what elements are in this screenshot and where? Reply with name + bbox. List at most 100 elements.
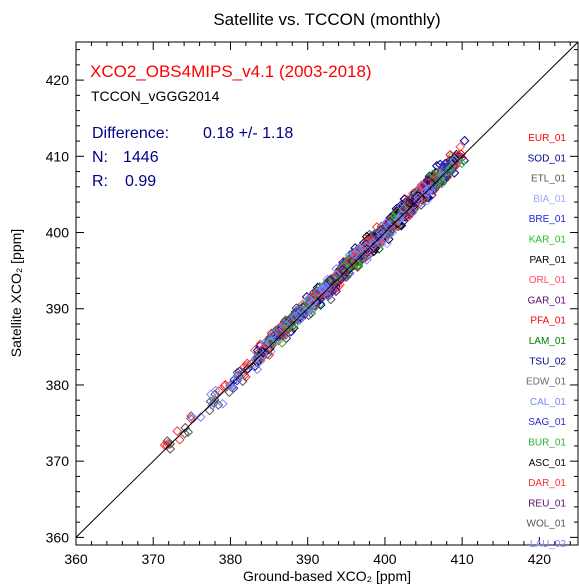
- point-lau_02: [195, 412, 206, 423]
- point-dar_01: [333, 281, 344, 292]
- legend-entry-kar_01: KAR_01: [529, 235, 567, 246]
- point-reu_01: [372, 231, 383, 242]
- x-axis-label: Ground-based XCO₂ [ppm]: [243, 568, 411, 584]
- point-wol_01: [287, 321, 297, 332]
- point-dar_01: [275, 321, 286, 332]
- point-wol_01: [270, 325, 281, 336]
- point-reu_01: [422, 175, 433, 185]
- legend-entry-par_01: PAR_01: [529, 255, 566, 266]
- point-wol_01: [303, 310, 314, 321]
- point-reu_01: [347, 256, 358, 267]
- legend-entry-gar_01: GAR_01: [528, 295, 567, 306]
- point-sod_01: [459, 135, 470, 146]
- point-bur_01: [343, 256, 353, 267]
- point-wol_01: [232, 367, 243, 378]
- point-bur_01: [428, 169, 438, 180]
- point-wol_01: [208, 397, 219, 408]
- legend-entry-pfa_01: PFA_01: [530, 316, 566, 327]
- y-tick-label: 370: [46, 453, 70, 469]
- point-lau_02: [206, 389, 216, 400]
- tccon-version-annotation: TCCON_vGGG2014: [91, 88, 220, 104]
- point-dar_01: [255, 339, 266, 350]
- legend-entry-lam_01: LAM_01: [529, 336, 567, 347]
- legend-entry-dar_01: DAR_01: [528, 478, 566, 489]
- legend: EUR_01 SOD_01 ETL_01 BIA_01 BRE_01 KAR_01 PAR_…: [526, 133, 566, 550]
- x-tick-label: 380: [219, 551, 243, 567]
- point-lau_02: [226, 381, 237, 392]
- r-label: R:: [92, 173, 108, 190]
- point-dar_01: [350, 247, 361, 258]
- legend-entry-orl_01: ORL_01: [529, 275, 567, 286]
- point-wol_01: [165, 439, 176, 449]
- point-wol_01: [183, 427, 194, 438]
- y-tick-label: 360: [46, 529, 70, 545]
- point-sag_01: [388, 221, 399, 232]
- point-wol_01: [274, 325, 284, 335]
- point-reu_01: [384, 217, 395, 227]
- point-lau_02: [420, 187, 431, 198]
- axis-ticks: 360 370 380 390 400 410 420 360 370 380 390 400 410 4…: [46, 42, 578, 567]
- chart-title: Satellite vs. TCCON (monthly): [213, 10, 440, 29]
- legend-entry-bia_01: BIA_01: [533, 194, 566, 205]
- point-lau_02: [413, 192, 424, 203]
- r-value: 0.99: [125, 173, 156, 190]
- point-lau_02: [217, 398, 228, 409]
- point-wol_01: [356, 252, 367, 263]
- point-lau_02: [305, 304, 315, 314]
- point-reu_01: [324, 275, 335, 286]
- point-wol_01: [246, 358, 257, 369]
- point-lau_02: [376, 238, 387, 249]
- point-lau_02: [255, 355, 266, 366]
- legend-entry-edw_01: EDW_01: [526, 377, 566, 388]
- legend-entry-tsu_02: TSU_02: [529, 356, 566, 367]
- point-lau_02: [361, 240, 372, 251]
- legend-entry-wol_01: WOL_01: [527, 519, 567, 530]
- y-tick-label: 400: [46, 225, 70, 241]
- point-wol_01: [237, 376, 248, 387]
- x-tick-label: 360: [64, 551, 88, 567]
- product-annotation: XCO2_OBS4MIPS_v4.1 (2003-2018): [90, 62, 372, 81]
- point-lau_02: [423, 187, 433, 198]
- point-lau_02: [362, 245, 372, 256]
- point-wol_01: [205, 396, 216, 407]
- legend-entry-lau_02: LAU_02: [530, 539, 567, 550]
- legend-entry-sag_01: SAG_01: [528, 417, 566, 428]
- point-wol_01: [179, 428, 190, 439]
- point-reu_01: [420, 184, 431, 195]
- point-wol_01: [383, 229, 394, 240]
- point-lau_02: [376, 230, 387, 241]
- point-dar_01: [309, 299, 320, 310]
- point-lau_02: [425, 184, 436, 195]
- point-lau_02: [252, 364, 263, 375]
- point-wol_01: [342, 269, 353, 280]
- point-lau_02: [321, 282, 332, 293]
- point-pfa_01: [448, 161, 459, 172]
- point-sag_01: [439, 161, 449, 172]
- legend-entry-asc_01: ASC_01: [529, 458, 567, 469]
- point-lau_02: [383, 221, 394, 231]
- point-bre_01: [232, 375, 242, 386]
- point-bur_01: [436, 178, 447, 189]
- point-lau_02: [381, 232, 391, 243]
- x-tick-label: 370: [142, 551, 166, 567]
- point-dar_01: [391, 221, 402, 232]
- point-wol_01: [252, 354, 263, 365]
- point-lau_02: [268, 329, 279, 339]
- point-bur_01: [277, 337, 287, 348]
- point-gar_01: [323, 290, 334, 301]
- point-wol_01: [325, 294, 336, 305]
- point-bur_01: [353, 259, 364, 270]
- point-wol_01: [265, 332, 276, 343]
- point-dar_01: [345, 256, 356, 267]
- x-tick-label: 400: [373, 551, 397, 567]
- difference-value: 0.18 +/- 1.18: [203, 125, 293, 142]
- point-lau_02: [353, 244, 364, 255]
- point-pfa_01: [456, 149, 466, 160]
- data-points: [159, 135, 470, 454]
- legend-entry-eur_01: EUR_01: [528, 133, 566, 144]
- point-lau_02: [393, 214, 404, 225]
- y-tick-label: 410: [46, 148, 70, 164]
- point-lau_02: [224, 381, 235, 392]
- point-wol_01: [286, 313, 297, 324]
- point-lau_02: [210, 385, 221, 396]
